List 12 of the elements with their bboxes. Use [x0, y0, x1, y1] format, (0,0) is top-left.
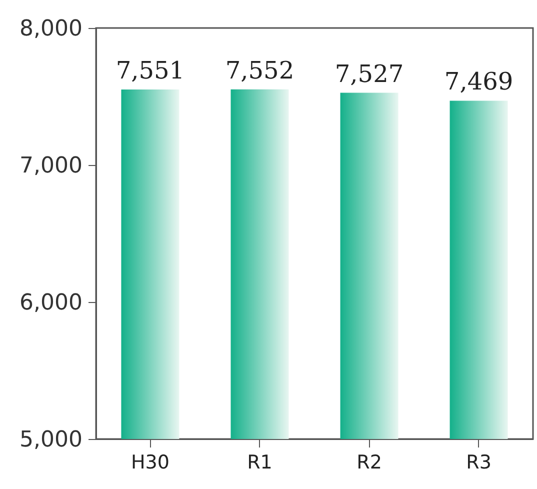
y-tick-label: 6,000 — [20, 290, 82, 316]
x-tick-label: H30 — [130, 452, 170, 474]
data-label: 7,469 — [444, 68, 514, 96]
x-tick-label: R1 — [247, 452, 272, 474]
y-tick-label: 7,000 — [20, 154, 82, 178]
x-tick-label: R2 — [356, 452, 382, 474]
y-tick-label: 5,000 — [20, 428, 82, 452]
y-tick-label: 8,000 — [20, 16, 82, 42]
data-label: 7,551 — [116, 56, 185, 85]
data-label: 7,552 — [225, 56, 294, 84]
x-tick-label: R3 — [466, 452, 492, 474]
data-label: 7,527 — [334, 60, 404, 88]
